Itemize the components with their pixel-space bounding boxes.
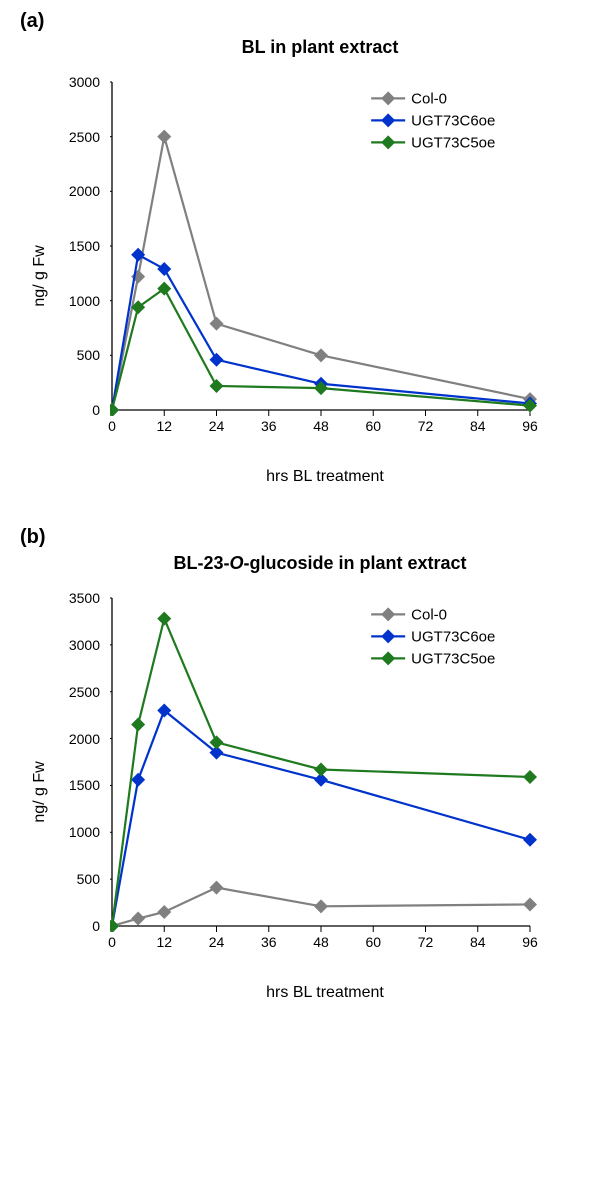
panel-a-label: (a) xyxy=(20,10,580,33)
xtick-label: 0 xyxy=(108,934,116,950)
svg-text:Col-0: Col-0 xyxy=(411,606,447,623)
panel-b: (b) BL-23-O-glucoside in plant extract n… xyxy=(20,526,580,1002)
ytick-label: 2500 xyxy=(69,684,100,700)
ytick-label: 1500 xyxy=(69,777,100,793)
panel-a: (a) BL in plant extract ng/ g Fw Col-0 UG… xyxy=(20,10,580,486)
ytick-label: 1000 xyxy=(69,824,100,840)
chart-b-area: ng/ g Fw Col-0UGT73C6oeUGT73C5oe 0122436… xyxy=(40,582,560,1002)
ytick-label: 1500 xyxy=(69,238,100,254)
xtick-label: 96 xyxy=(522,934,538,950)
ytick-label: 0 xyxy=(92,402,100,418)
chart-a-area: ng/ g Fw Col-0UGT73C6oeUGT73C5oe 0122436… xyxy=(40,66,560,486)
xtick-label: 72 xyxy=(418,418,434,434)
xtick-label: 24 xyxy=(209,934,225,950)
xtick-label: 12 xyxy=(156,418,172,434)
ytick-label: 2500 xyxy=(69,129,100,145)
ytick-label: 3500 xyxy=(69,590,100,606)
svg-text:UGT73C5oe: UGT73C5oe xyxy=(411,650,495,667)
chart-a-title: BL in plant extract xyxy=(60,37,580,58)
xtick-label: 48 xyxy=(313,934,329,950)
chart-b-xlabel: hrs BL treatment xyxy=(110,984,540,1002)
xtick-label: 72 xyxy=(418,934,434,950)
xtick-label: 24 xyxy=(209,418,225,434)
ytick-label: 3000 xyxy=(69,637,100,653)
ytick-label: 3000 xyxy=(69,74,100,90)
xtick-label: 96 xyxy=(522,418,538,434)
svg-text:UGT73C5oe: UGT73C5oe xyxy=(411,134,495,151)
xtick-label: 12 xyxy=(156,934,172,950)
xtick-label: 84 xyxy=(470,934,486,950)
ytick-label: 2000 xyxy=(69,731,100,747)
ytick-label: 1000 xyxy=(69,293,100,309)
chart-b-title: BL-23-O-glucoside in plant extract xyxy=(60,553,580,574)
ytick-label: 0 xyxy=(92,918,100,934)
chart-b-plot: Col-0 UGT73C6oe UGT73C5oe xyxy=(110,592,540,932)
xtick-label: 60 xyxy=(365,418,381,434)
chart-b-ylabel: ng/ g Fw xyxy=(31,761,49,822)
panel-b-label: (b) xyxy=(20,526,580,549)
xtick-label: 48 xyxy=(313,418,329,434)
xtick-label: 60 xyxy=(365,934,381,950)
chart-a-plot: Col-0 UGT73C6oe UGT73C5oe xyxy=(110,76,540,416)
chart-a-xlabel: hrs BL treatment xyxy=(110,468,540,486)
xtick-label: 36 xyxy=(261,934,277,950)
xtick-label: 84 xyxy=(470,418,486,434)
svg-text:UGT73C6oe: UGT73C6oe xyxy=(411,628,495,645)
chart-b-title-prefix: BL-23- xyxy=(173,553,229,573)
ytick-label: 500 xyxy=(77,347,100,363)
ytick-label: 500 xyxy=(77,871,100,887)
svg-text:Col-0: Col-0 xyxy=(411,90,447,107)
xtick-label: 36 xyxy=(261,418,277,434)
xtick-label: 0 xyxy=(108,418,116,434)
chart-b-title-ital: O xyxy=(229,553,243,573)
chart-b-title-suffix: -glucoside in plant extract xyxy=(243,553,466,573)
ytick-label: 2000 xyxy=(69,183,100,199)
svg-text:UGT73C6oe: UGT73C6oe xyxy=(411,112,495,129)
chart-a-ylabel: ng/ g Fw xyxy=(31,245,49,306)
